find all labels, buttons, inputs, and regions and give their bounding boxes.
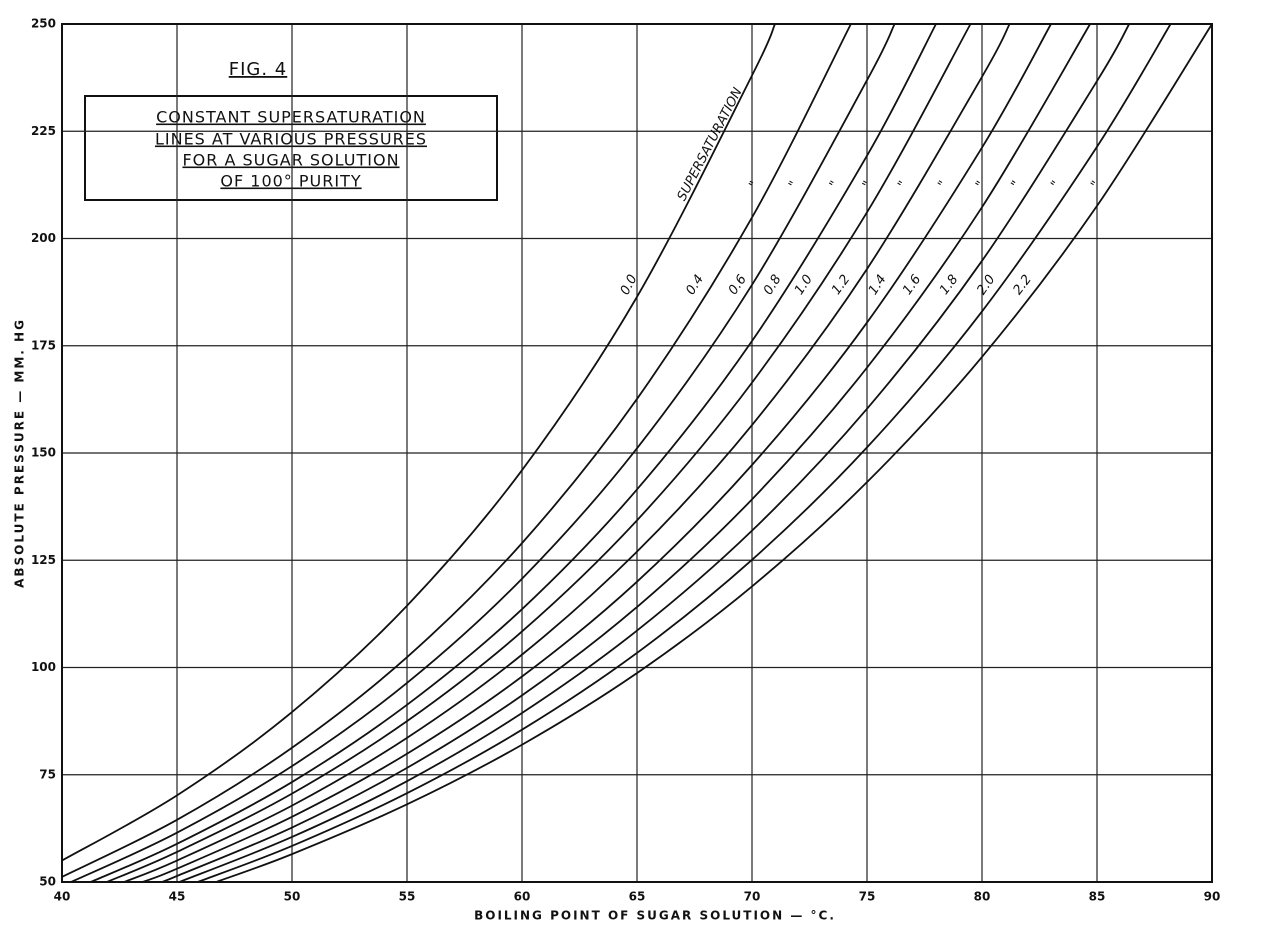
curve-label: 2.2 [1011,272,1035,298]
ditto-mark: " [827,179,843,192]
title-line: OF 100° PURITY [220,172,361,191]
curve [160,23,1091,883]
ditto-mark: " [1088,178,1104,191]
curve [90,23,937,883]
fig-label: FIG. 4 [229,59,288,80]
ditto-mark: " [860,179,876,191]
x-tick-label: 80 [974,890,991,904]
y-tick-label: 175 [31,338,56,352]
curve [215,23,1213,883]
x-tick-label: 40 [54,890,71,904]
curve [178,23,1130,883]
x-tick-label: 75 [859,890,876,904]
x-tick-label: 85 [1089,890,1106,904]
y-tick-label: 75 [39,767,56,781]
ditto-mark: " [895,179,911,192]
y-tick-label: 225 [31,124,56,138]
plot-frame [61,23,1213,883]
y-tick-label: 100 [31,660,56,674]
y-tick-label: 250 [31,17,56,31]
y-tick-label: 50 [39,875,56,889]
title-box [84,95,498,201]
curve [61,23,852,878]
x-tick-label: 60 [514,890,531,904]
x-tick-label: 70 [744,890,761,904]
x-tick-label: 55 [399,890,416,904]
y-tick-label: 150 [31,446,56,460]
title-line: FOR A SUGAR SOLUTION [182,151,399,170]
ditto-mark: " [1048,178,1064,191]
ditto-mark: " [935,178,951,191]
ditto-mark: " [1009,178,1025,191]
curve-annotation: SUPERSATURATION [675,85,746,203]
y-axis-title: ABSOLUTE PRESSURE — MM. HG [13,318,27,588]
curve-label: 1.4 [866,272,890,298]
title-line: CONSTANT SUPERSATURATION [156,108,426,127]
title-line: LINES AT VARIOUS PRESSURES [155,130,427,149]
x-tick-label: 65 [629,890,646,904]
curve [61,23,776,862]
curve [142,23,1052,883]
ditto-mark: " [786,179,802,192]
ditto-mark: " [747,179,763,191]
x-axis-title: BOILING POINT OF SUGAR SOLUTION — °C. [474,909,836,923]
curve-label: 0.8 [761,272,785,297]
y-tick-label: 125 [31,553,56,567]
x-tick-label: 45 [169,890,186,904]
curve [197,23,1172,883]
ditto-mark: " [973,179,989,192]
y-tick-label: 200 [31,231,56,245]
curve [106,23,972,883]
curve-label: 1.6 [900,272,924,298]
curve [123,23,1011,883]
x-tick-label: 90 [1204,890,1221,904]
x-tick-label: 50 [284,890,301,904]
curve [70,23,896,883]
curve-label: 0.4 [683,272,707,298]
